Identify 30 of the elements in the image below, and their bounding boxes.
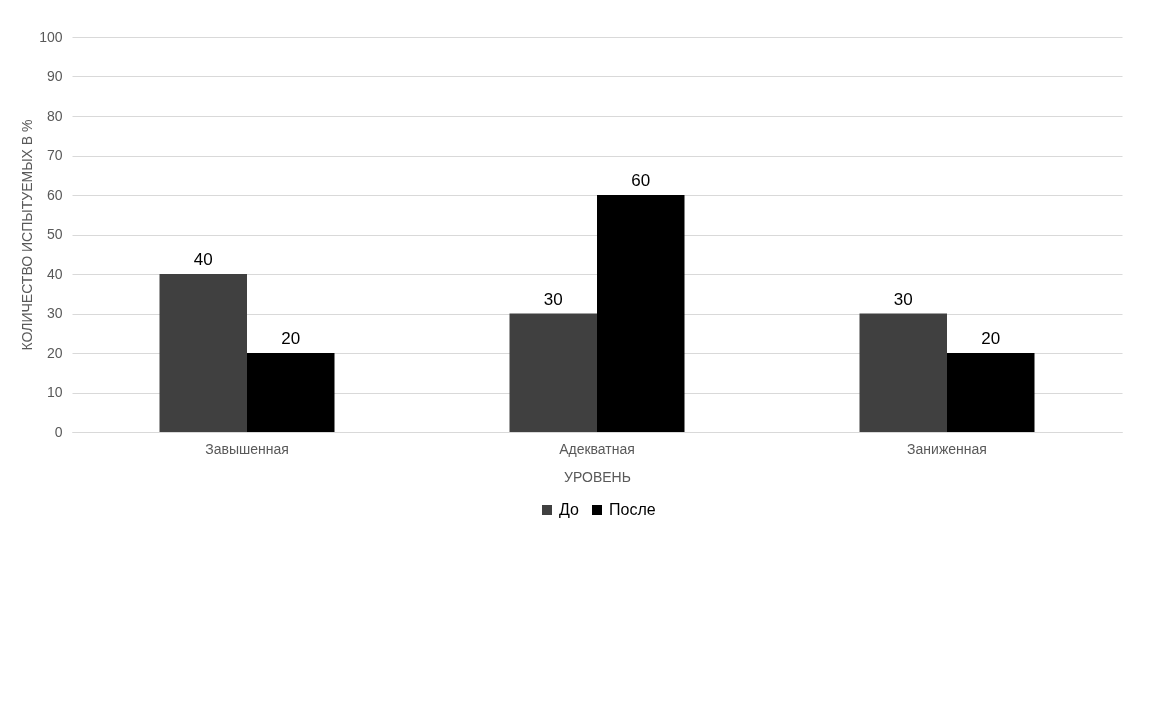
y-tick-label: 70 [46, 147, 63, 163]
y-tick-label: 30 [46, 305, 63, 321]
x-tick-label: Адекватная [559, 440, 635, 457]
bar [947, 353, 1035, 432]
y-tick-label: 60 [46, 186, 63, 203]
y-tick-label: 10 [46, 384, 63, 400]
data-label: 30 [893, 289, 913, 309]
data-label: 20 [281, 329, 301, 348]
y-tick-label: 0 [54, 423, 63, 440]
y-tick-label: 90 [46, 68, 63, 84]
y-tick-label: 40 [46, 265, 63, 282]
data-label: 60 [631, 171, 651, 190]
y-tick-label: 80 [46, 107, 63, 124]
y-axis-title: КОЛИЧЕСТВО ИСПЫТУЕМЫХ В % [19, 119, 36, 351]
bar [247, 353, 335, 432]
y-tick-label: 20 [46, 344, 63, 361]
legend-label: После [609, 501, 656, 518]
data-label: 30 [543, 289, 563, 309]
y-tick-label: 50 [46, 226, 63, 242]
legend-label: До [559, 501, 580, 518]
x-tick-label: Заниженная [907, 440, 987, 457]
x-tick-label: Завышенная [205, 440, 289, 457]
bar [159, 274, 247, 432]
bar [859, 313, 947, 432]
bar [509, 313, 597, 432]
x-axis-title: УРОВЕНЬ [564, 468, 631, 485]
bar [597, 195, 685, 432]
y-tick-label: 100 [39, 28, 63, 45]
data-label: 40 [193, 250, 213, 269]
data-label: 20 [981, 329, 1001, 348]
